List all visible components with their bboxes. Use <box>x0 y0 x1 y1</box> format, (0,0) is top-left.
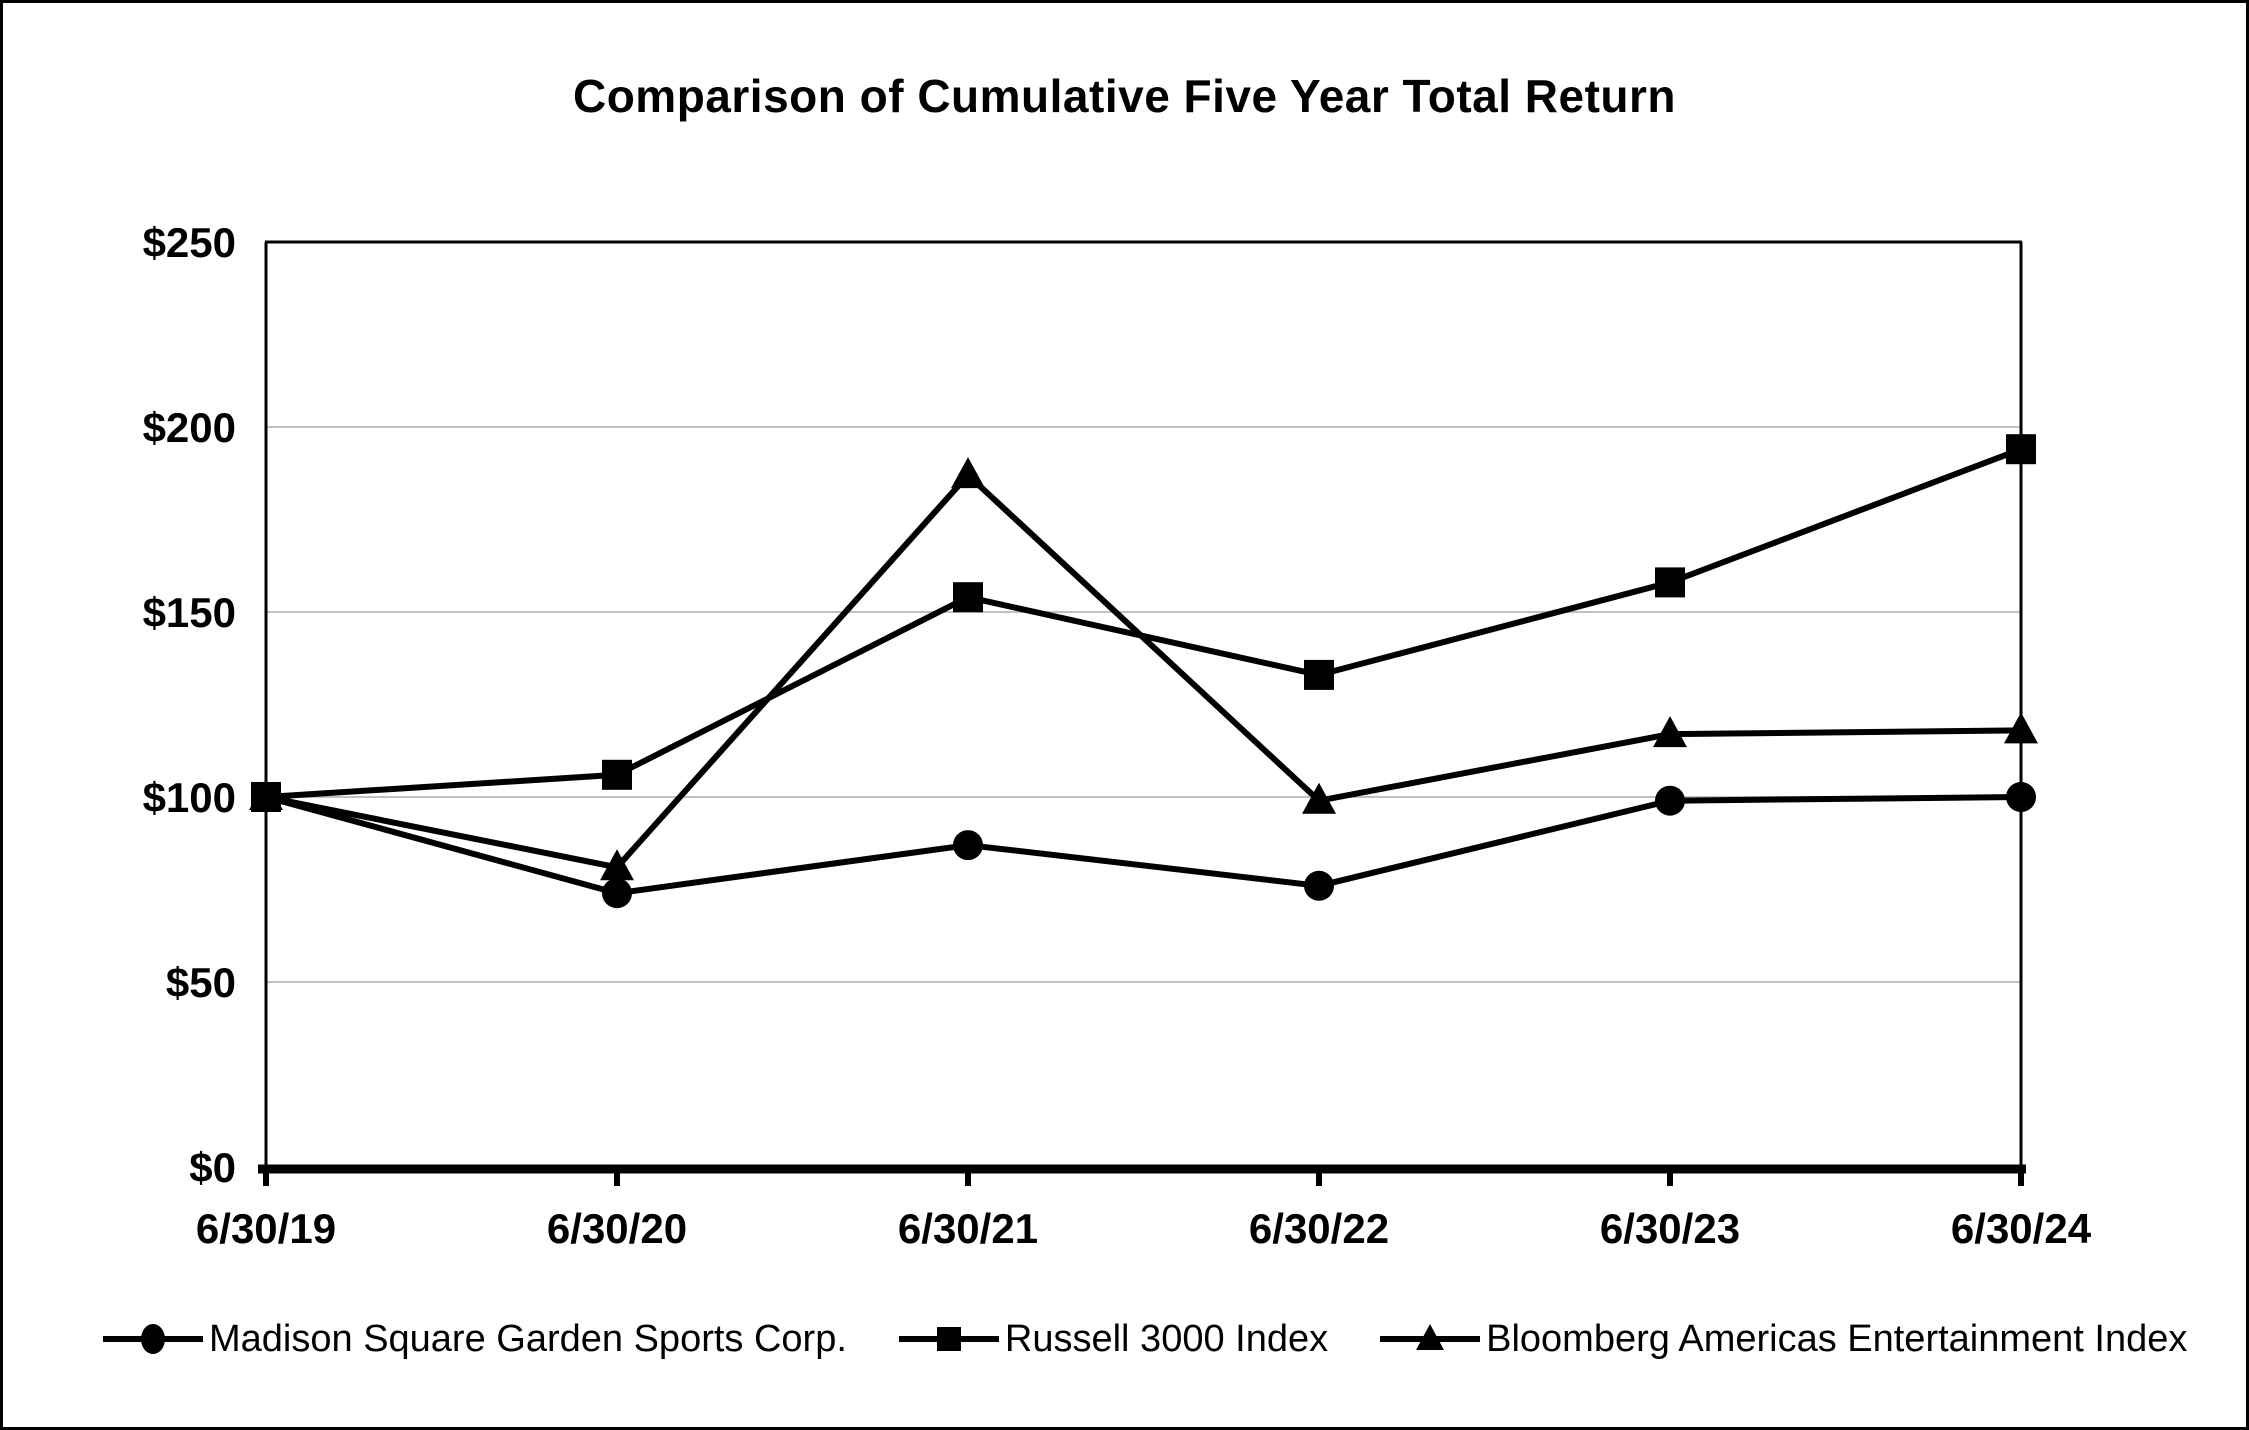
series-line-madison-square-garden-sports-corp <box>265 794 2022 897</box>
triangle-marker <box>600 849 634 881</box>
y-axis-label: $200 <box>143 404 236 451</box>
legend-label: Bloomberg Americas Entertainment Index <box>1486 1317 2188 1360</box>
square-marker <box>1655 567 1685 598</box>
square-marker <box>2006 434 2036 465</box>
y-axis-label: $100 <box>143 774 236 821</box>
square-marker <box>953 582 983 613</box>
circle-marker <box>953 830 983 861</box>
triangle-marker <box>1302 782 1336 814</box>
legend: Madison Square Garden Sports Corp. Russel… <box>103 1315 2187 1363</box>
legend-label: Russell 3000 Index <box>1004 1317 1329 1360</box>
circle-marker <box>602 878 632 909</box>
y-axis-label: $250 <box>143 219 236 266</box>
legend-item-madison-square-garden-sports-corp: Madison Square Garden Sports Corp. <box>103 1315 847 1363</box>
y-axis-label: $150 <box>143 589 236 636</box>
triangle-marker <box>951 457 985 489</box>
legend-item-russell-3000-index: Russell 3000 Index <box>898 1315 1329 1363</box>
square-marker-icon <box>898 1327 999 1351</box>
circle-marker <box>2006 782 2036 812</box>
x-axis-label: 6/30/24 <box>1951 1205 2092 1252</box>
x-axis-label: 6/30/19 <box>196 1205 336 1252</box>
series-line-bloomberg-americas-entertainment-index <box>265 470 2022 871</box>
circle-marker <box>1655 785 1685 816</box>
square-marker <box>602 759 632 790</box>
x-axis-label: 6/30/23 <box>1600 1205 1740 1252</box>
triangle-marker <box>1653 716 1687 748</box>
chart-title: Comparison of Cumulative Five Year Total… <box>572 70 1677 122</box>
circle-marker-icon <box>103 1324 203 1354</box>
x-axis-label: 6/30/20 <box>547 1205 687 1252</box>
x-axis-label: 6/30/21 <box>898 1205 1038 1252</box>
square-marker <box>251 782 281 812</box>
square-marker <box>1304 659 1334 690</box>
y-axis-label: $50 <box>166 959 236 1006</box>
legend-item-bloomberg-americas-entertainment-index: Bloomberg Americas Entertainment Index <box>1380 1315 2187 1363</box>
triangle-marker-icon <box>1380 1324 1481 1350</box>
x-axis-label: 6/30/22 <box>1249 1205 1389 1252</box>
series-line-russell-3000-index <box>265 446 2023 800</box>
triangle-marker <box>2004 712 2038 744</box>
y-axis-label: $0 <box>189 1144 236 1191</box>
chart-canvas: $0 $50 $100 $150 $200 $250 6/30/19 6/30/20 6/30/… <box>143 219 2092 1252</box>
legend-label: Madison Square Garden Sports Corp. <box>209 1317 847 1360</box>
circle-marker <box>1304 870 1334 901</box>
